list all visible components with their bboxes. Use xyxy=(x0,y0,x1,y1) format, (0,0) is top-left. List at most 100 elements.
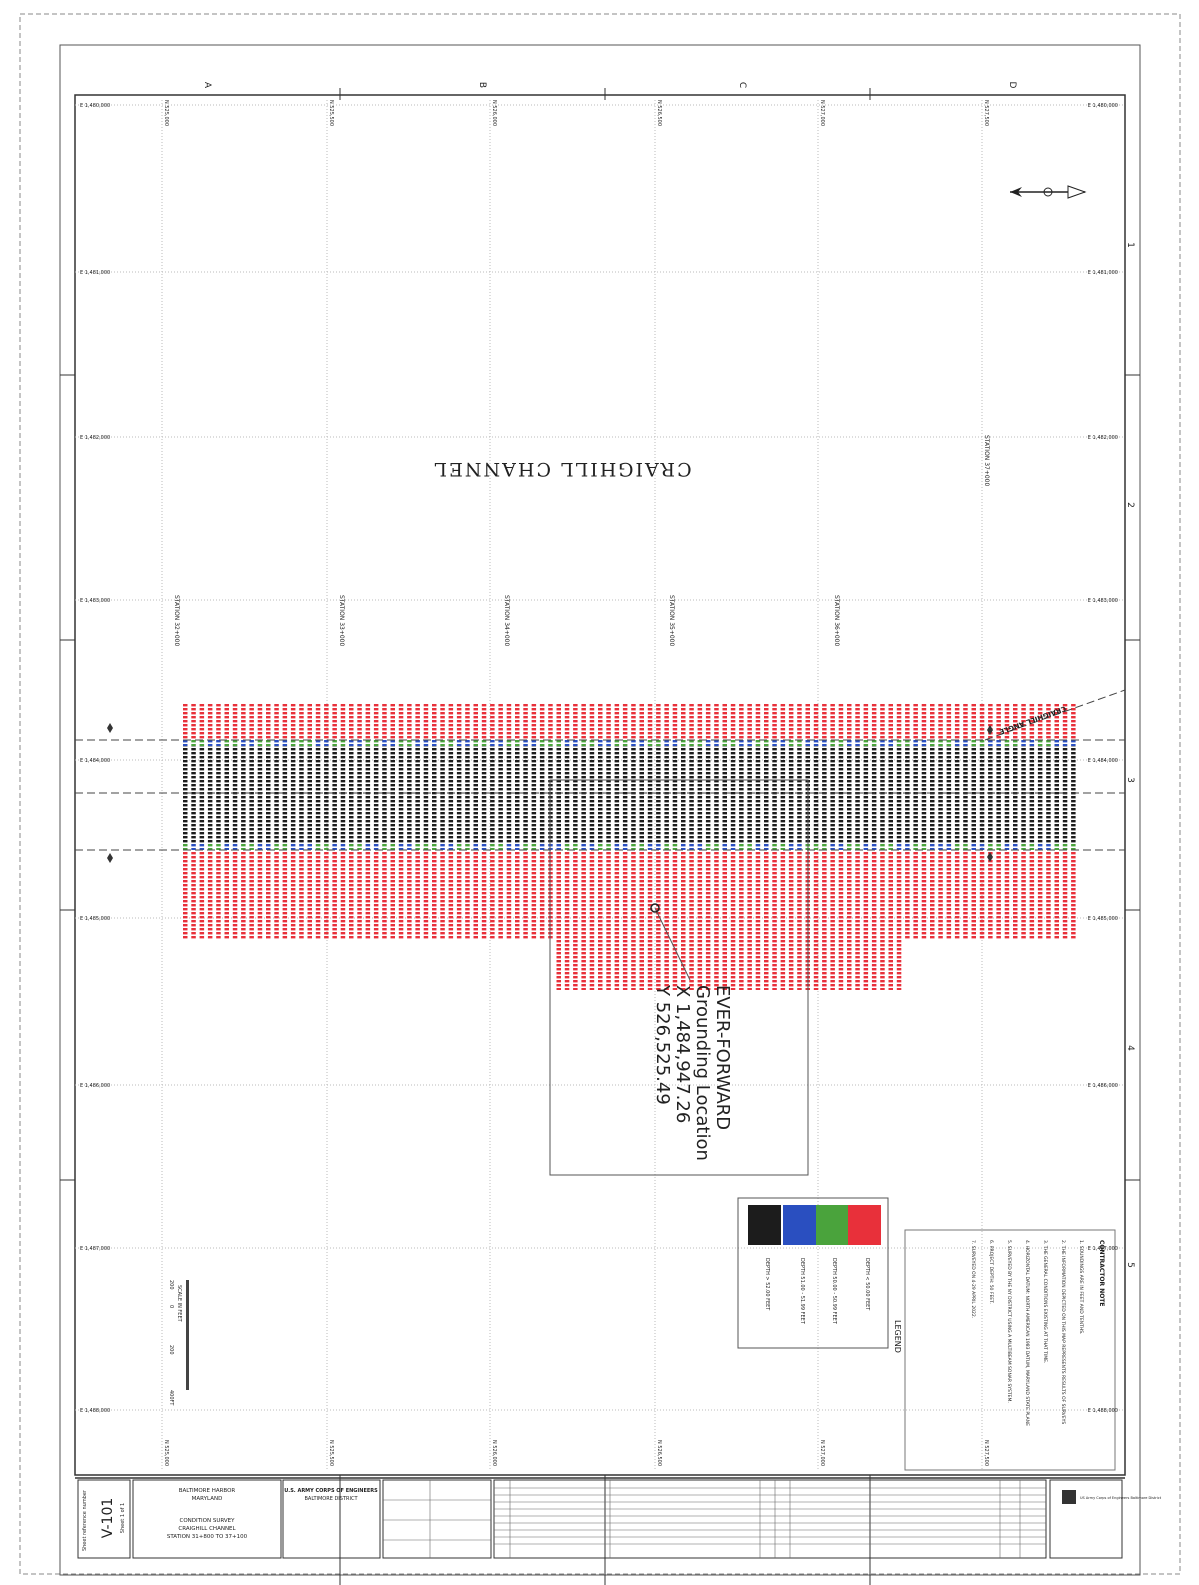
soundings xyxy=(913,844,918,850)
soundings xyxy=(539,746,545,844)
soundings xyxy=(481,852,487,940)
soundings xyxy=(689,852,694,990)
soundings xyxy=(871,703,877,740)
soundings xyxy=(963,852,968,940)
soundings xyxy=(257,740,263,746)
soundings xyxy=(822,740,827,746)
soundings xyxy=(772,703,777,740)
soundings xyxy=(523,703,528,740)
soundings xyxy=(863,703,869,740)
soundings xyxy=(788,740,794,746)
soundings xyxy=(523,852,528,940)
soundings xyxy=(407,703,412,740)
easting-label: E 1,485,000 xyxy=(80,916,110,922)
soundings xyxy=(838,844,844,850)
soundings xyxy=(191,852,196,940)
soundings xyxy=(838,703,844,740)
soundings xyxy=(1046,852,1051,940)
soundings xyxy=(448,844,454,850)
soundings xyxy=(672,844,678,850)
soundings xyxy=(905,746,910,844)
soundings xyxy=(266,746,271,844)
station-label: STATION 33+000 xyxy=(338,595,345,646)
soundings xyxy=(539,852,545,940)
soundings xyxy=(639,844,644,850)
soundings xyxy=(307,844,312,850)
soundings xyxy=(249,844,254,850)
channel-title: CRAIGHILL CHANNEL xyxy=(432,458,691,480)
legend-label: DEPTH < 50.00 FEET xyxy=(864,1258,870,1311)
monument xyxy=(987,725,993,735)
soundings xyxy=(755,852,761,990)
soundings xyxy=(373,844,379,850)
soundings xyxy=(681,852,686,990)
soundings xyxy=(896,740,902,746)
soundings xyxy=(614,746,620,844)
easting-label: E 1,481,000 xyxy=(1088,270,1118,276)
sheet-frame xyxy=(59,44,1141,1576)
soundings xyxy=(456,740,462,746)
soundings xyxy=(498,844,503,850)
soundings xyxy=(1021,844,1026,850)
soundings xyxy=(191,844,196,850)
soundings xyxy=(863,844,869,850)
soundings xyxy=(216,746,221,844)
soundings xyxy=(432,852,437,940)
soundings xyxy=(556,852,561,990)
soundings xyxy=(232,703,238,740)
soundings xyxy=(498,746,503,844)
soundings xyxy=(515,740,520,746)
soundings xyxy=(1046,703,1051,740)
soundings xyxy=(772,844,777,850)
soundings xyxy=(506,740,512,746)
soundings xyxy=(764,844,769,850)
soundings xyxy=(672,852,678,990)
easting-label: E 1,487,000 xyxy=(80,1246,110,1252)
soundings xyxy=(913,852,918,940)
soundings xyxy=(539,844,545,850)
soundings xyxy=(813,746,819,844)
soundings xyxy=(274,746,279,844)
soundings xyxy=(1004,746,1010,844)
grounding-name: EVER-FORWARD xyxy=(712,985,733,1130)
soundings xyxy=(681,703,686,740)
soundings xyxy=(847,746,852,844)
soundings xyxy=(838,746,844,844)
soundings xyxy=(871,740,877,746)
soundings xyxy=(631,703,636,740)
soundings xyxy=(456,746,462,844)
soundings xyxy=(249,746,254,844)
soundings xyxy=(880,844,885,850)
northing-label: N 526,000 xyxy=(491,100,497,126)
soundings xyxy=(838,852,844,990)
soundings xyxy=(946,740,952,746)
soundings xyxy=(730,703,736,740)
soundings xyxy=(1037,844,1043,850)
soundings xyxy=(531,844,537,850)
soundings xyxy=(689,740,694,746)
soundings xyxy=(290,844,296,850)
soundings xyxy=(290,746,296,844)
monument xyxy=(107,853,113,863)
soundings xyxy=(780,746,786,844)
soundings xyxy=(299,844,304,850)
soundings xyxy=(490,844,495,850)
northing-label: N 525,500 xyxy=(328,1440,334,1466)
soundings xyxy=(631,844,636,850)
soundings xyxy=(573,746,578,844)
soundings xyxy=(432,740,437,746)
soundings xyxy=(871,844,877,850)
soundings xyxy=(207,703,213,740)
soundings xyxy=(390,703,395,740)
soundings xyxy=(996,746,1001,844)
soundings xyxy=(515,852,520,940)
soundings xyxy=(681,746,686,844)
soundings xyxy=(1021,703,1026,740)
soundings xyxy=(847,740,852,746)
soundings xyxy=(324,740,329,746)
soundings xyxy=(332,844,337,850)
note-line: 5. SURVEYED BY THE NY DISTRICT USING A M… xyxy=(1006,1240,1012,1403)
soundings xyxy=(705,844,711,850)
soundings xyxy=(664,703,669,740)
